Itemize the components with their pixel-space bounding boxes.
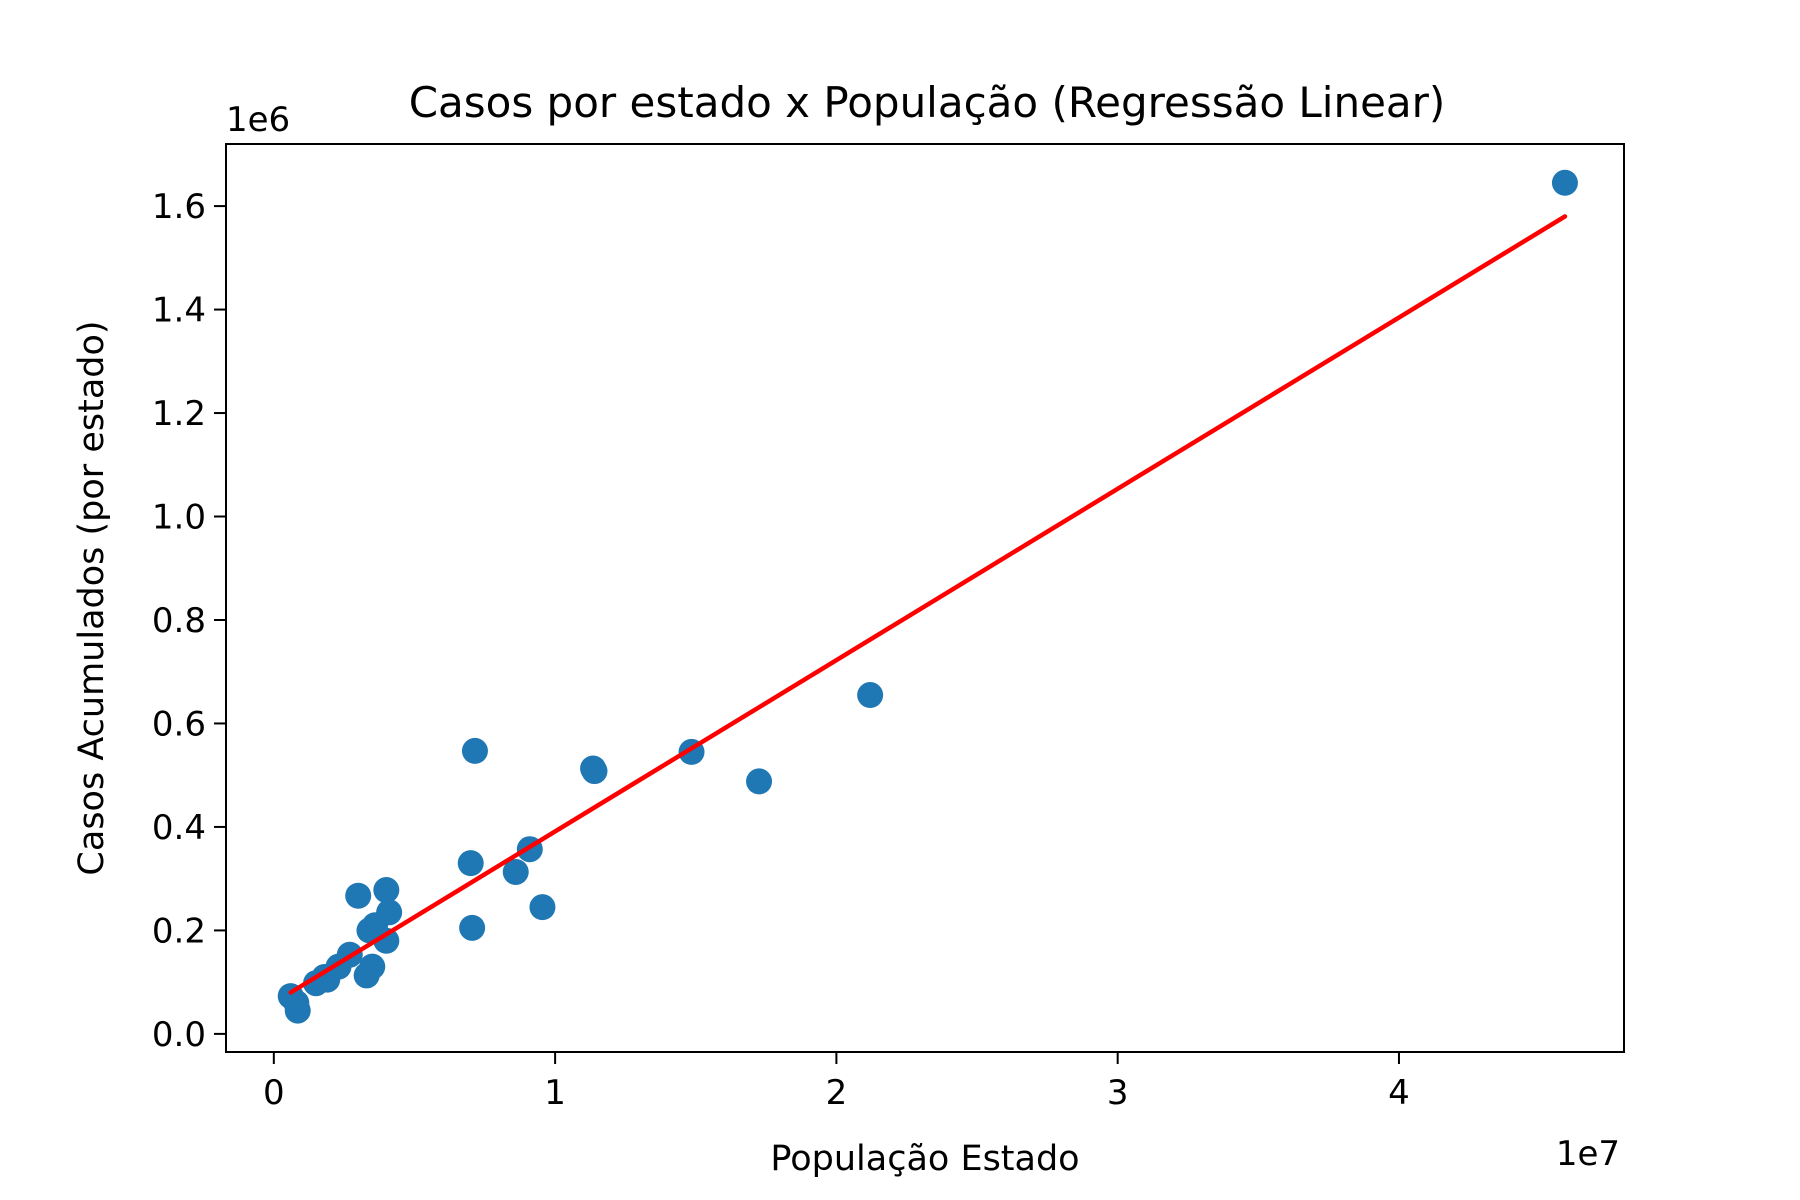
scatter-point bbox=[283, 989, 310, 1016]
chart-title: Casos por estado x População (Regressão … bbox=[409, 78, 1446, 127]
y-axis: 0.0 0.2 0.4 0.6 0.8 1.0 1.2 1.4 1.6 bbox=[152, 187, 226, 1055]
x-axis-label: População Estado bbox=[770, 1139, 1079, 1179]
x-tick-label: 2 bbox=[826, 1073, 848, 1113]
x-axis: 0 1 2 3 4 bbox=[263, 1052, 1410, 1113]
scatter-point bbox=[373, 877, 400, 904]
x-offset-label: 1e7 bbox=[1556, 1134, 1620, 1174]
regression-line bbox=[288, 214, 1568, 995]
scatter-point bbox=[746, 768, 773, 795]
y-tick-label: 0.6 bbox=[152, 704, 206, 744]
scatter-point bbox=[459, 914, 486, 941]
scatter-point bbox=[359, 953, 386, 980]
scatter-point bbox=[581, 758, 608, 785]
y-tick-label: 1.6 bbox=[152, 187, 206, 227]
scatter-point bbox=[529, 894, 556, 921]
x-tick-label: 1 bbox=[544, 1073, 566, 1113]
scatter-point bbox=[857, 682, 884, 709]
scatter-point bbox=[345, 882, 372, 909]
x-tick-label: 0 bbox=[263, 1073, 285, 1113]
x-tick-label: 4 bbox=[1388, 1073, 1410, 1113]
y-tick-label: 1.4 bbox=[152, 291, 206, 331]
scatter-point bbox=[461, 737, 488, 764]
y-tick-label: 0.2 bbox=[152, 911, 206, 951]
scatter-point bbox=[457, 850, 484, 877]
y-offset-label: 1e6 bbox=[226, 100, 290, 140]
scatter-point bbox=[1551, 169, 1578, 196]
scatter-point bbox=[376, 899, 403, 926]
scatter-point bbox=[373, 927, 400, 954]
y-tick-label: 0.0 bbox=[152, 1015, 206, 1055]
y-axis-label: Casos Acumulados (por estado) bbox=[72, 320, 112, 875]
y-tick-label: 1.0 bbox=[152, 498, 206, 538]
y-tick-label: 1.2 bbox=[152, 394, 206, 434]
plot-frame bbox=[225, 143, 1625, 1053]
y-tick-label: 0.4 bbox=[152, 808, 206, 848]
x-tick-label: 3 bbox=[1107, 1073, 1129, 1113]
y-tick-label: 0.8 bbox=[152, 601, 206, 641]
plot-layer bbox=[277, 169, 1578, 1024]
scatter-point bbox=[502, 858, 529, 885]
